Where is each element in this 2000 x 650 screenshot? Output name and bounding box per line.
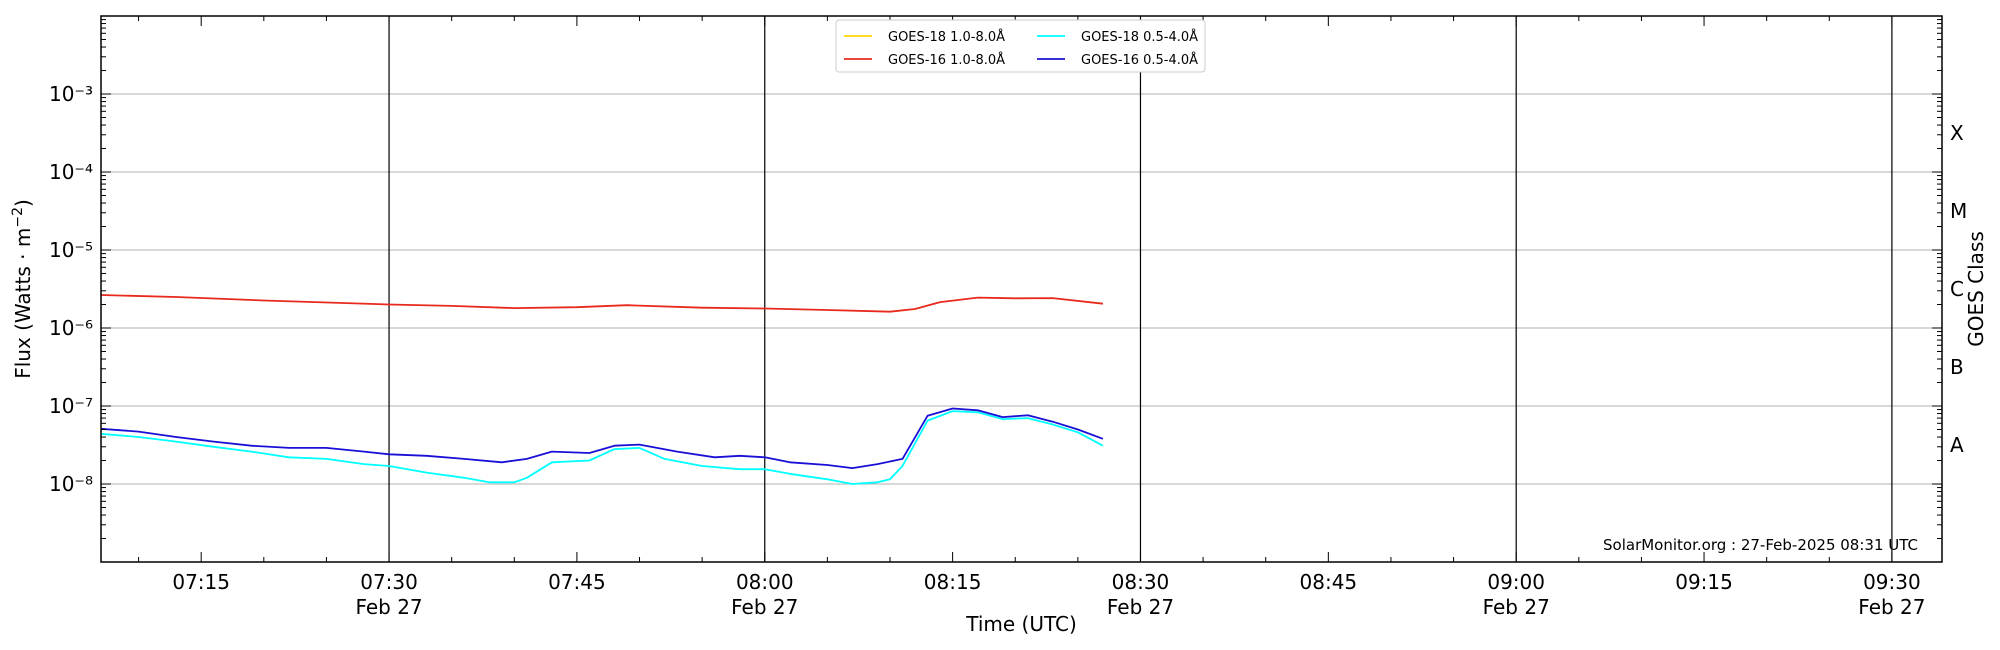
goes-class-label: C [1950, 277, 1964, 301]
y-tick-label: 10⁻⁵ [49, 238, 93, 262]
goes-class-label: X [1950, 121, 1964, 145]
series-line [100, 410, 1104, 485]
y-tick-label: 10⁻³ [49, 82, 93, 106]
goes-class-labels: X M C B A [1950, 121, 1967, 457]
x-tick-label: 07:15 [172, 570, 230, 594]
x-tick-label: 08:00 [736, 570, 794, 594]
x-tick-date-label: Feb 27 [1107, 595, 1174, 619]
axis-ticks [101, 16, 1942, 563]
goes-class-label: M [1950, 199, 1967, 223]
x-tick-label: 08:45 [1300, 570, 1358, 594]
credit-text: SolarMonitor.org : 27-Feb-2025 08:31 UTC [1603, 536, 1918, 554]
x-tick-label: 09:30 [1863, 570, 1921, 594]
x-tick-label: 08:30 [1112, 570, 1170, 594]
series-line [100, 407, 1104, 469]
series-lines [100, 294, 1104, 485]
legend-label: GOES-16 1.0-8.0Å [888, 52, 1005, 68]
legend-label: GOES-18 1.0-8.0Å [888, 29, 1005, 45]
y-tick-labels: 10⁻³ 10⁻⁴ 10⁻⁵ 10⁻⁶ 10⁻⁷ 10⁻⁸ [49, 82, 93, 496]
y-axis-title: Flux (Watts · m−2) [10, 199, 35, 379]
x-tick-date-label: Feb 27 [1858, 595, 1925, 619]
right-axis-title: GOES Class [1964, 231, 1988, 347]
x-tick-date-label: Feb 27 [1483, 595, 1550, 619]
plot-frame [100, 15, 1943, 563]
legend-label: GOES-16 0.5-4.0Å [1081, 52, 1198, 68]
series-line [100, 294, 1103, 313]
day-marker-lines [388, 16, 1893, 562]
x-tick-date-label: Feb 27 [731, 595, 798, 619]
y-tick-label: 10⁻⁸ [49, 472, 93, 496]
goes-class-label: A [1950, 433, 1964, 457]
x-tick-label: 07:45 [548, 570, 606, 594]
y-tick-label: 10⁻⁴ [49, 160, 93, 184]
x-axis-title: Time (UTC) [965, 612, 1077, 636]
x-tick-label: 07:30 [360, 570, 418, 594]
y-tick-label: 10⁻⁷ [49, 394, 93, 418]
grid-lines [101, 93, 1942, 485]
legend: GOES-18 1.0-8.0Å GOES-18 0.5-4.0Å GOES-16 … [835, 19, 1206, 73]
y-tick-label: 10⁻⁶ [49, 316, 93, 340]
x-tick-label: 09:00 [1487, 570, 1545, 594]
goes-class-label: B [1950, 355, 1964, 379]
x-tick-label: 09:15 [1675, 570, 1733, 594]
legend-label: GOES-18 0.5-4.0Å [1081, 29, 1198, 45]
x-tick-label: 08:15 [924, 570, 982, 594]
x-tick-date-label: Feb 27 [355, 595, 422, 619]
legend-box [835, 19, 1206, 73]
